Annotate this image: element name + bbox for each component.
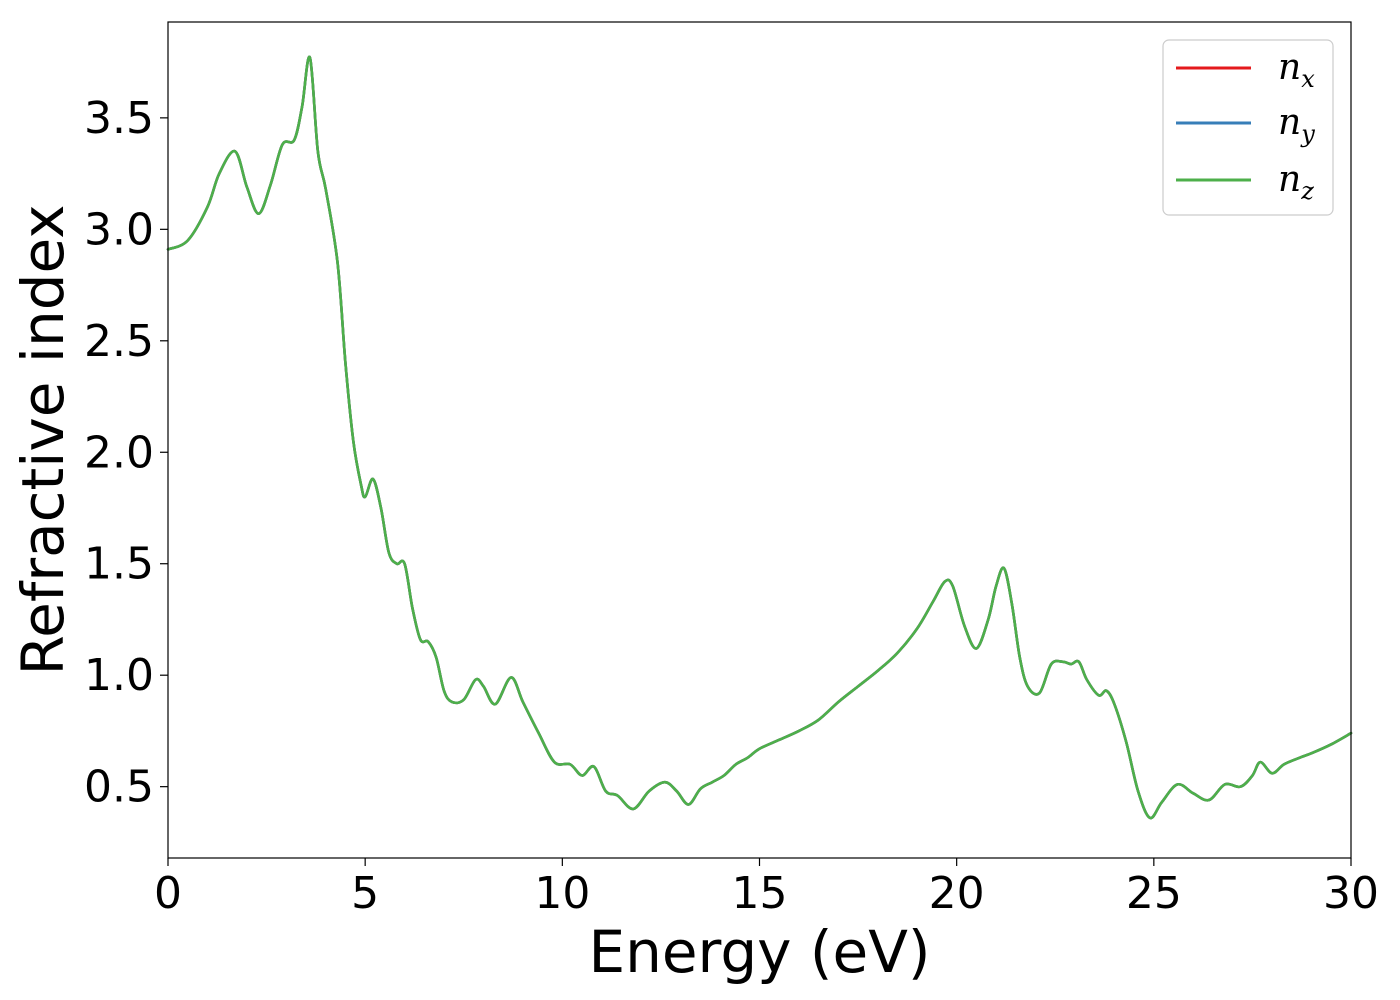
y-tick-label: 1.5 — [84, 539, 154, 590]
y-tick-label: 3.5 — [84, 93, 154, 144]
legend-label-base: n — [1278, 102, 1301, 143]
y-axis: 0.5 1.0 1.5 2.0 2.5 3.0 3.5 — [84, 93, 168, 813]
y-tick-label: 3.0 — [84, 204, 154, 255]
legend-label: ny — [1278, 102, 1315, 148]
legend-label-subscript: y — [1300, 120, 1315, 148]
x-tick-label: 5 — [351, 868, 379, 919]
x-axis-label: Energy (eV) — [588, 918, 930, 986]
x-axis: 0 5 10 15 20 25 30 — [154, 858, 1379, 919]
y-tick-label: 1.0 — [84, 650, 154, 701]
legend-label-subscript: x — [1301, 65, 1315, 93]
x-tick-label: 15 — [732, 868, 788, 919]
legend-label-base: n — [1278, 159, 1301, 200]
y-tick-label: 2.5 — [84, 316, 154, 367]
y-tick-label: 2.0 — [84, 427, 154, 478]
legend-label: nz — [1278, 159, 1314, 205]
plot-lines-group — [166, 55, 1353, 820]
x-tick-label: 30 — [1323, 868, 1379, 919]
series-line-nz — [166, 55, 1353, 820]
y-axis-label: Refractive index — [9, 204, 77, 675]
x-tick-label: 20 — [929, 868, 985, 919]
legend-box — [1162, 39, 1334, 216]
x-tick-label: 0 — [154, 868, 182, 919]
x-tick-label: 25 — [1126, 868, 1182, 919]
y-tick-label: 0.5 — [84, 762, 154, 813]
x-tick-label: 10 — [534, 868, 590, 919]
legend-label-subscript: z — [1300, 177, 1314, 205]
legend-label: nx — [1278, 47, 1315, 93]
legend-label-base: n — [1278, 47, 1301, 88]
